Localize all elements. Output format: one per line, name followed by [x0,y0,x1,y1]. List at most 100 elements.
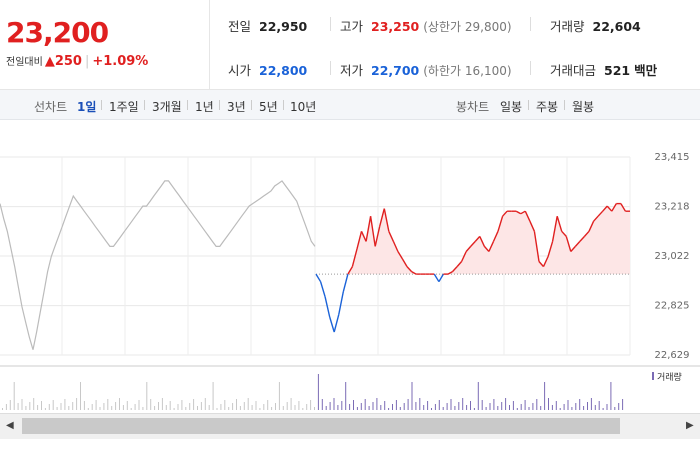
volume-bar [317,374,319,410]
volume-bar [212,382,214,410]
volume-bar [477,382,479,410]
today-line-segment [497,215,504,232]
volume-bar [286,402,288,410]
volume-bar [9,400,11,410]
tab-3year[interactable]: 3년 [227,100,246,114]
volume-bar [466,405,468,410]
price-chart[interactable]: 23,415 23,218 23,022 22,825 22,629 거래량 [0,120,700,450]
tab-weekly-candle[interactable]: 주봉 [536,100,559,114]
tab-1week[interactable]: 1주일 [109,100,139,114]
volume-bar [473,408,475,410]
volume-bar [415,402,417,410]
quote-summary: 23,200 전일대비 ▲250 | +1.09% 전일 22,950 고가 23,250… [0,0,700,90]
divider [530,17,531,31]
today-line-segment [547,241,554,257]
today-line-segment [574,240,581,247]
volume-bar [91,404,93,410]
tab-daily-candle[interactable]: 일봉 [500,100,523,114]
volume-bar [583,406,585,410]
today-line-segment [520,210,526,215]
volume-bar [87,408,89,410]
volume-bar [2,408,3,410]
volume-bar [356,407,358,410]
volume-bar [169,401,171,410]
volume-bar [337,405,339,410]
volume-bar [594,405,596,410]
volume-bar [372,402,374,410]
volume-bar [76,398,78,410]
scroll-left-icon[interactable]: ◀ [6,420,14,431]
today-line-segment [620,203,627,212]
volume-bar [107,399,109,410]
volume-bar [411,382,413,410]
tab-10year[interactable]: 10년 [290,100,317,114]
volume-bar [122,405,124,410]
scroll-right-icon[interactable]: ▶ [686,420,694,431]
volume-bar [142,407,144,410]
y-tick-label: 23,022 [655,251,690,262]
volume-bar [555,401,557,410]
volume-bar [158,402,159,410]
volume-bar [563,404,565,410]
trading-amount: 거래대금 521 백만 [550,63,658,78]
volume-bar [224,400,226,410]
y-tick-label: 22,825 [655,301,690,312]
tab-5year[interactable]: 5년 [259,100,278,114]
today-line-segment [470,240,476,247]
today-line-segment [561,230,567,237]
volume-bar [60,403,62,410]
volume-bar [239,406,241,410]
prev-close: 전일 22,950 [228,19,308,34]
volume-bar [380,405,382,410]
today-line-segment [533,231,540,262]
volume-bar [470,401,471,410]
volume-bar [360,403,362,410]
volume-bar [95,400,97,410]
volume-bar [442,407,444,410]
current-price: 23,200 [6,16,109,49]
volume-bar [68,406,70,410]
today-line-segment [456,261,463,268]
volume-bar [516,408,518,410]
tab-3month[interactable]: 3개월 [152,100,182,114]
volume-bar [622,399,624,410]
today-line-segment [542,256,549,267]
volume-bar [13,382,15,410]
volume-bar [302,408,304,410]
volume-bar [614,407,616,410]
volume-bar [80,382,81,410]
chart-scrollbar[interactable]: ◀ ▶ [0,413,700,439]
volume-bar [103,403,105,410]
volume-bar [548,398,549,410]
today-line-segment [556,216,563,232]
volume-bar [21,399,23,410]
volume-bar [44,408,46,410]
tab-1year[interactable]: 1년 [195,100,214,114]
today-line-segment [401,258,408,267]
divider [330,17,331,31]
volume-bar [56,407,58,410]
today-line-segment [606,205,613,212]
open-price: 시가 22,800 [228,63,308,78]
today-line-segment [551,216,558,242]
volume-bar [349,404,351,410]
tab-1day[interactable]: 1일 [77,100,97,114]
today-line-segment [570,245,576,252]
today-line-segment [365,216,372,242]
volume-bar [72,402,74,410]
volume-bar [181,400,183,410]
volume-bar [232,403,234,410]
scroll-thumb[interactable] [22,418,620,434]
today-line-segment [492,231,499,242]
volume-bar [216,408,218,410]
tab-monthly-candle[interactable]: 월봉 [572,100,595,114]
today-line-segment [602,205,608,212]
volume-bar [146,382,148,410]
volume-bar [298,401,300,410]
volume-bar [528,407,530,410]
volume-bar [575,403,577,410]
volume-bar [278,382,280,410]
high-price: 고가 23,250 (상한가 29,800) [340,19,512,34]
today-line-segment [460,251,467,262]
volume-bar [29,402,31,410]
